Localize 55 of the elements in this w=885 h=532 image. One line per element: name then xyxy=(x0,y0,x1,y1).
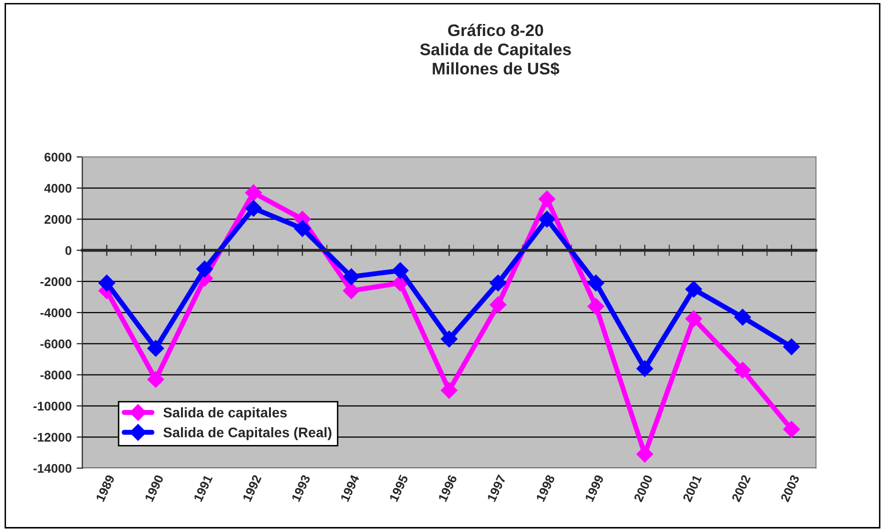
y-tick-label: 4000 xyxy=(44,184,72,193)
y-tick-label: 2000 xyxy=(44,214,72,224)
point xyxy=(98,274,116,292)
y-tick-label: -8000 xyxy=(40,370,72,380)
point xyxy=(538,190,556,208)
point xyxy=(245,184,262,202)
legend-label: Salida de capitales xyxy=(163,407,287,420)
y-tick-label: -12000 xyxy=(33,432,72,442)
y-tick-label: 6000 xyxy=(44,152,72,162)
y-tick-label: -10000 xyxy=(33,402,72,411)
legend-label: Salida de Capitales (Real) xyxy=(163,427,332,440)
x-tick-label: 2000 xyxy=(634,474,653,502)
x-tick-label: 1999 xyxy=(584,474,604,502)
point xyxy=(392,262,409,279)
y-tick-label: -14000 xyxy=(33,464,72,473)
point xyxy=(196,260,213,278)
point xyxy=(490,296,506,314)
x-tick-label: 1989 xyxy=(96,474,115,502)
point xyxy=(440,330,458,348)
point xyxy=(636,360,654,377)
point xyxy=(147,371,164,388)
x-tick-label: 1994 xyxy=(340,474,360,502)
x-tick-label: 1991 xyxy=(193,474,213,502)
point xyxy=(440,382,458,399)
point xyxy=(734,308,751,326)
x-tick-label: 2001 xyxy=(682,474,702,502)
x-tick-label: 1997 xyxy=(486,474,506,502)
point xyxy=(490,274,506,292)
point xyxy=(734,362,751,379)
point xyxy=(587,274,604,292)
x-tick-label: 1993 xyxy=(291,474,311,502)
point xyxy=(147,340,164,357)
y-tick-label: -6000 xyxy=(40,339,72,348)
x-tick-label: 1996 xyxy=(438,474,458,502)
point xyxy=(685,310,702,328)
x-tick-label: 2002 xyxy=(731,474,751,502)
point xyxy=(538,210,556,228)
point xyxy=(342,268,360,286)
chart-title: Gráfico 8-20 Salida de Capitales Millones de US$ xyxy=(420,24,571,76)
point xyxy=(245,200,262,217)
y-tick-label: 0 xyxy=(65,246,72,255)
x-tick-label: 1998 xyxy=(536,474,556,502)
point xyxy=(342,282,360,300)
x-tick-label: 1990 xyxy=(144,474,164,502)
y-tick-label: -4000 xyxy=(40,308,72,318)
point xyxy=(587,298,604,315)
x-tick-label: 2003 xyxy=(780,474,800,502)
point xyxy=(783,338,800,356)
point xyxy=(783,420,800,438)
point xyxy=(294,220,311,237)
point xyxy=(636,446,654,463)
y-tick-label: -2000 xyxy=(40,277,72,286)
point xyxy=(685,280,702,298)
x-tick-label: 1992 xyxy=(242,474,262,502)
x-tick-label: 1995 xyxy=(389,474,408,502)
